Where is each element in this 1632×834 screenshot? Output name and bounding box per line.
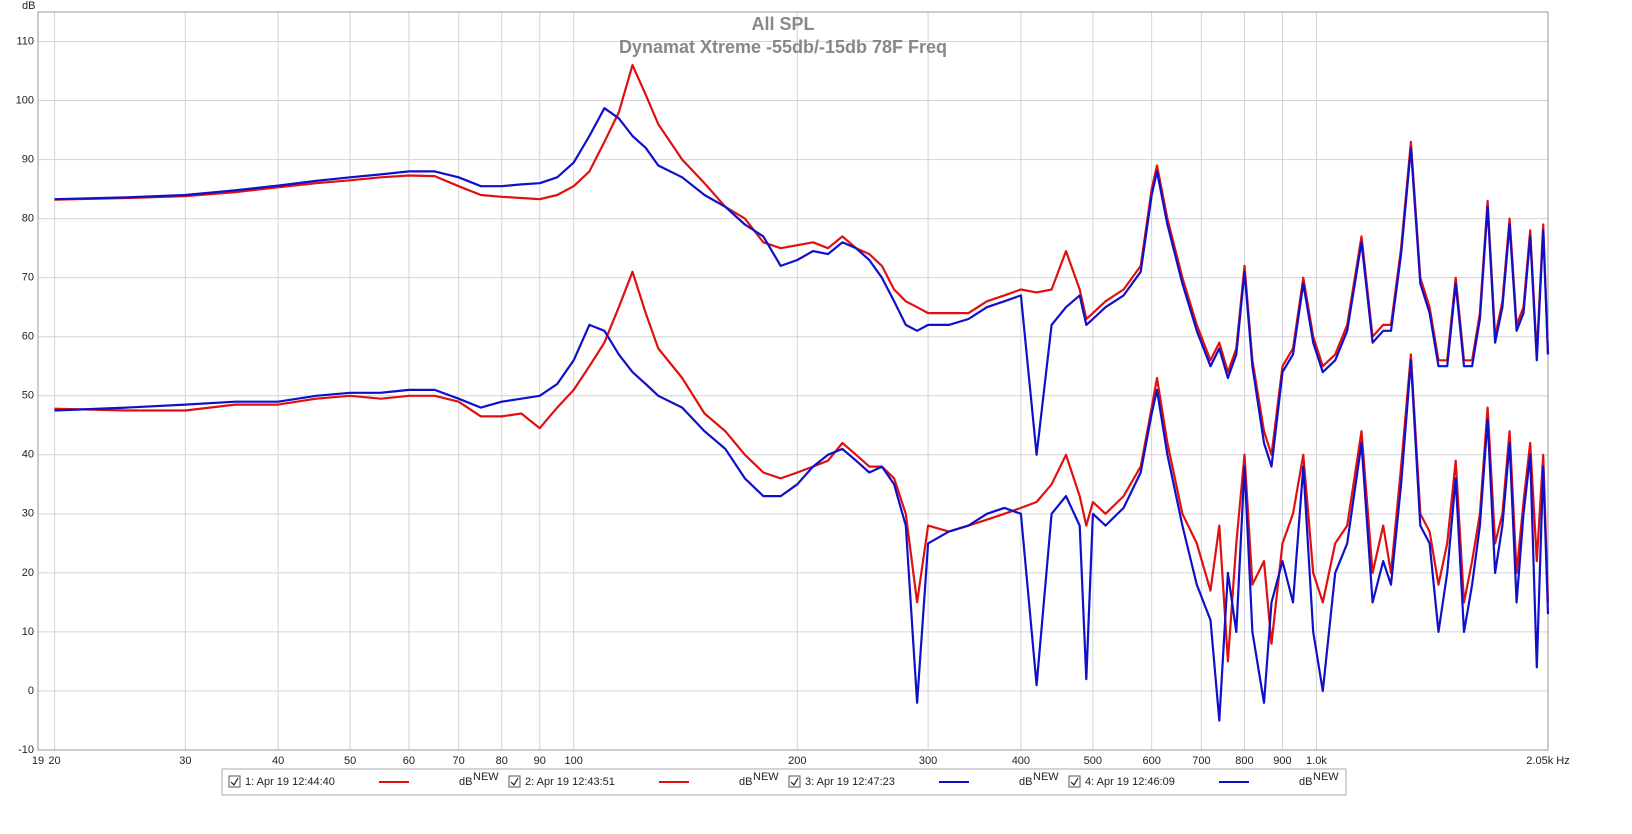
chart-subtitle: Dynamat Xtreme -55db/-15db 78F Freq [619,37,947,57]
legend-checkbox[interactable] [508,775,521,788]
x-tick-label: 900 [1273,755,1291,767]
legend-label: 4: Apr 19 12:46:09 [1085,776,1175,788]
x-tick-label: 500 [1084,755,1102,767]
legend-checkbox[interactable] [788,775,801,788]
y-tick-label: 10 [22,626,34,638]
y-tick-label: 40 [22,449,34,461]
legend-badge: NEW [1033,771,1059,783]
x-tick-label: 70 [453,755,465,767]
legend-check [230,777,239,787]
y-tick-label: -10 [18,744,34,756]
x-tick-label: 800 [1235,755,1253,767]
lines [54,63,1550,722]
y-tick-label: 80 [22,213,34,225]
y-tick-label: 90 [22,154,34,166]
series-line [54,107,1550,468]
x-tick-label: 200 [788,755,806,767]
x-tick-label: 20 [48,755,60,767]
x-tick-label: 100 [565,755,583,767]
legend-checkbox[interactable] [1068,775,1081,788]
legend-badge: NEW [1313,771,1339,783]
x-tick-label: 60 [403,755,415,767]
legend-check [790,777,799,787]
legend-check [1070,777,1079,787]
legend-box [221,768,1347,796]
series-line [54,63,1550,456]
y-tick-label: 100 [16,94,34,106]
x-tick-label: 700 [1192,755,1210,767]
legend-badge: NEW [473,771,499,783]
series-line [54,323,1550,722]
legend-unit: dB [1299,776,1312,788]
x-tick-label: 1.0k [1306,755,1327,767]
x-tick-label: 40 [272,755,284,767]
y-axis-label: dB [22,0,35,12]
legend-unit: dB [459,776,472,788]
legend: 1: Apr 19 12:44:40 dB NEW 2: Apr 19 12:43:5… [221,768,1347,796]
legend-check [510,777,519,787]
y-tick-label: 50 [22,390,34,402]
x-tick-label: 19 [32,755,44,767]
x-tick-label: 90 [534,755,546,767]
y-tick-label: 60 [22,331,34,343]
legend-label: 3: Apr 19 12:47:23 [805,776,895,788]
y-tick-label: 0 [28,685,34,697]
x-tick-label: 80 [496,755,508,767]
x-tick-label: 400 [1012,755,1030,767]
grid [37,12,1549,751]
x-tick-label: 30 [179,755,191,767]
legend-label: 1: Apr 19 12:44:40 [245,776,335,788]
legend-unit: dB [1019,776,1032,788]
plot-frame [37,11,1549,751]
chart-title: All SPL [751,14,814,34]
legend-badge: NEW [753,771,779,783]
x-tick-label: 600 [1142,755,1160,767]
legend-label: 2: Apr 19 12:43:51 [525,776,615,788]
y-tick-label: 30 [22,508,34,520]
x-tick-label: 300 [919,755,937,767]
y-tick-label: 70 [22,272,34,284]
y-tick-label: 20 [22,567,34,579]
x-tick-label: 50 [344,755,356,767]
legend-unit: dB [739,776,752,788]
y-tick-label: 110 [16,35,34,47]
x-tick-label: 2.05k Hz [1526,755,1569,767]
legend-checkbox[interactable] [228,775,241,788]
series-line [54,270,1550,663]
